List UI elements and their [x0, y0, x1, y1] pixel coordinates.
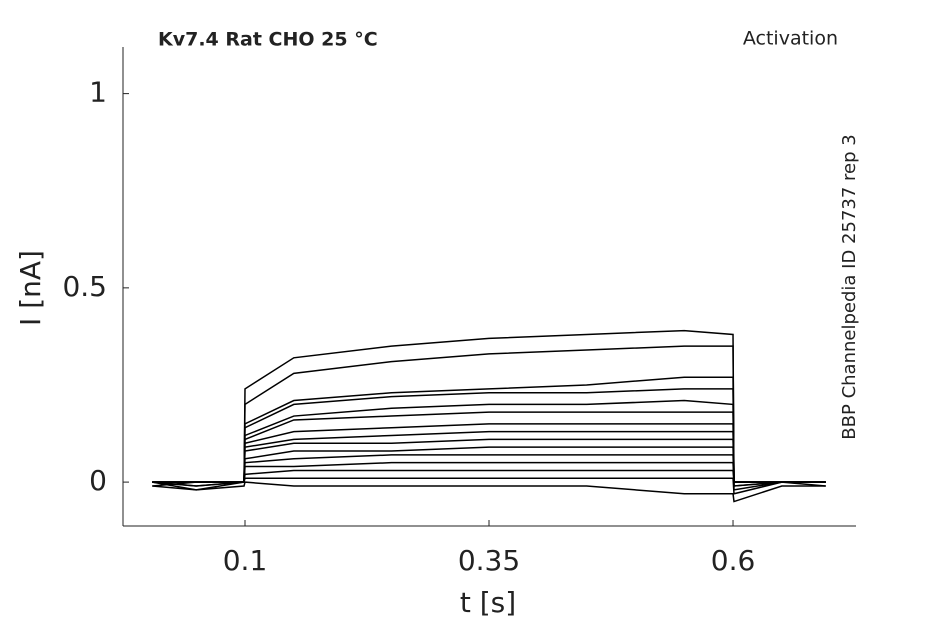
x-tick-label: 0.1: [223, 544, 268, 577]
x-tick-label: 0.6: [711, 544, 756, 577]
y-tick-label: 1: [89, 76, 107, 109]
y-tick-label: 0.5: [62, 270, 107, 303]
annotation: BBP Channelpedia ID 25737 rep 3: [839, 134, 860, 439]
x-tick-label: 0.35: [458, 544, 520, 577]
chart-subtitle: Activation: [743, 28, 838, 50]
y-tick-label: 0: [89, 464, 107, 497]
chart-title: Kv7.4 Rat CHO 25 °C: [158, 29, 378, 51]
trace: [152, 469, 826, 483]
x-axis-label: t [s]: [460, 586, 516, 619]
trace: [152, 477, 826, 495]
y-axis-label: I [nA]: [14, 250, 47, 326]
trace: [152, 461, 826, 483]
trace: [152, 345, 826, 491]
trace: [152, 481, 826, 503]
trace: [152, 446, 826, 483]
